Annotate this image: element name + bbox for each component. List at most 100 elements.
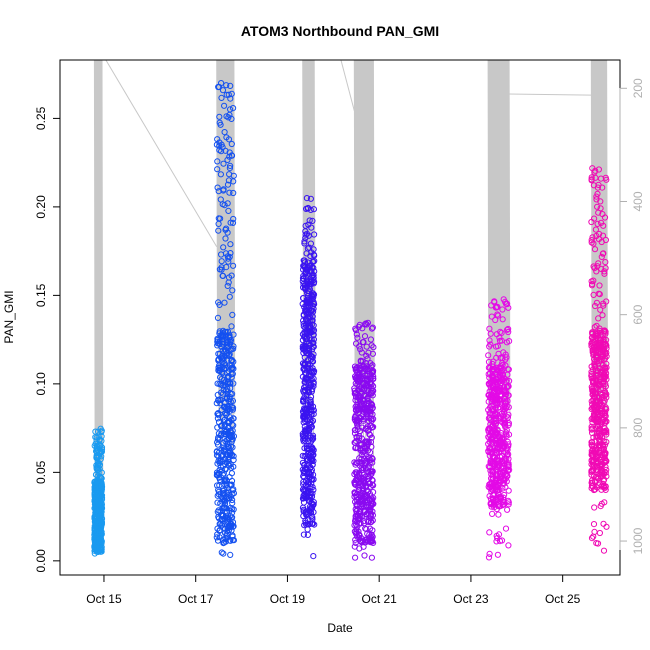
data-point — [228, 429, 235, 436]
data-point — [352, 489, 359, 497]
data-point — [487, 499, 494, 507]
data-point — [592, 302, 599, 310]
data-point — [495, 367, 502, 374]
data-point — [214, 499, 221, 506]
data-point — [487, 341, 494, 348]
data-point — [356, 532, 363, 539]
data-point — [303, 195, 310, 202]
data-point — [304, 531, 311, 539]
data-point — [601, 428, 609, 435]
data-point — [595, 290, 602, 297]
data-point — [224, 374, 231, 381]
data-point — [216, 520, 223, 528]
data-point — [489, 450, 496, 457]
data-point — [599, 232, 607, 239]
data-point — [310, 294, 317, 301]
x-tick-label: Oct 23 — [453, 592, 489, 606]
data-point — [222, 379, 229, 386]
data-point — [310, 351, 317, 358]
data-point — [588, 278, 595, 285]
data-point — [222, 235, 229, 242]
data-point — [221, 486, 228, 494]
data-point — [214, 342, 221, 349]
data-point — [489, 484, 496, 491]
data-point — [367, 400, 374, 407]
data-point — [214, 508, 221, 515]
data-point — [307, 195, 314, 202]
data-point — [301, 427, 308, 434]
data-point — [225, 373, 232, 380]
data-point — [229, 537, 236, 544]
data-point — [486, 337, 493, 344]
data-point — [505, 411, 512, 418]
data-point — [220, 439, 227, 446]
data-point — [596, 282, 603, 289]
data-point — [592, 348, 599, 355]
data-point — [597, 471, 604, 478]
data-point — [486, 529, 493, 536]
data-point — [363, 343, 370, 350]
x-tick-label: Oct 19 — [270, 592, 306, 606]
data-point — [218, 264, 225, 271]
data-point — [218, 94, 225, 102]
x-axis-label: Date — [327, 621, 353, 635]
data-point — [217, 508, 224, 515]
data-point — [503, 413, 510, 420]
data-point — [300, 320, 307, 327]
data-point — [226, 526, 233, 534]
data-point — [503, 478, 510, 485]
data-point — [600, 250, 607, 257]
data-point — [488, 302, 495, 309]
data-point — [595, 181, 602, 188]
data-point — [93, 462, 100, 469]
data-point — [227, 162, 234, 169]
data-point — [309, 403, 317, 410]
data-point — [597, 198, 604, 205]
data-point — [602, 340, 609, 347]
data-point — [307, 300, 314, 307]
data-point — [489, 460, 496, 467]
y2-tick-label: 600 — [631, 304, 645, 324]
data-point — [356, 343, 363, 350]
data-point — [602, 373, 609, 380]
data-point — [307, 471, 314, 478]
data-point — [588, 176, 595, 183]
data-point — [486, 550, 493, 558]
data-point — [594, 203, 601, 210]
data-point — [216, 482, 223, 489]
data-point — [93, 453, 100, 460]
y2-tick-label: 400 — [631, 191, 645, 211]
data-point — [501, 477, 508, 484]
data-point — [498, 388, 505, 395]
data-point — [224, 357, 231, 364]
data-point — [221, 504, 228, 511]
data-point — [504, 326, 511, 333]
data-point — [216, 367, 223, 375]
data-point — [493, 437, 500, 445]
data-point — [93, 490, 100, 497]
data-point — [351, 387, 358, 394]
data-point — [597, 175, 605, 182]
data-point — [94, 446, 101, 453]
data-point — [224, 181, 232, 188]
data-point — [300, 295, 307, 302]
data-point — [600, 328, 607, 335]
data-point — [489, 510, 496, 518]
data-point — [217, 215, 224, 222]
data-point — [303, 455, 310, 462]
data-point — [370, 344, 377, 351]
data-point — [593, 372, 600, 379]
data-point — [590, 443, 597, 450]
data-point — [369, 424, 376, 431]
data-point — [216, 301, 223, 308]
data-point — [309, 317, 316, 324]
data-point — [600, 547, 608, 554]
data-point — [365, 427, 372, 434]
data-point — [503, 427, 510, 434]
data-point — [363, 526, 370, 533]
data-point — [230, 422, 237, 429]
data-point — [230, 105, 237, 112]
data-point — [588, 535, 596, 542]
data-point — [598, 219, 605, 226]
data-point — [93, 493, 100, 500]
